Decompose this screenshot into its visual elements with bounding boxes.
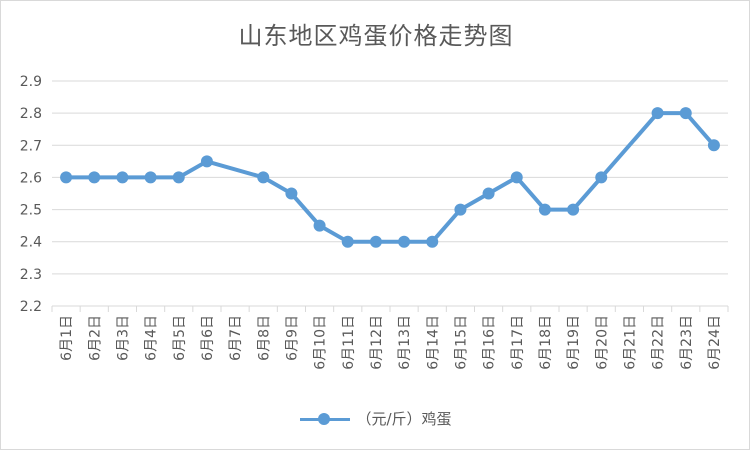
data-point	[482, 187, 495, 200]
legend: （元/斤）鸡蛋	[0, 408, 752, 429]
legend-label: （元/斤）鸡蛋	[356, 410, 452, 428]
x-tick-label: 6月11日	[341, 315, 357, 370]
y-tick-label: 2.7	[20, 138, 42, 154]
x-tick-label: 6月17日	[510, 315, 526, 370]
data-point	[369, 235, 382, 248]
data-point	[200, 155, 213, 168]
x-tick-label: 6月23日	[679, 315, 695, 370]
data-point	[454, 203, 467, 216]
data-point	[341, 235, 354, 248]
data-point	[257, 171, 270, 184]
y-tick-label: 2.3	[20, 267, 42, 283]
x-tick-label: 6月6日	[200, 315, 216, 361]
x-tick-label: 6月18日	[538, 315, 554, 370]
y-tick-label: 2.2	[20, 299, 42, 315]
x-tick-label: 6月5日	[172, 315, 188, 361]
x-tick-label: 6月21日	[622, 315, 638, 370]
y-tick-label: 2.4	[20, 235, 42, 251]
x-tick-label: 6月16日	[482, 315, 498, 370]
x-tick-label: 6月7日	[228, 315, 244, 361]
data-point	[60, 171, 73, 184]
x-tick-label: 6月10日	[313, 315, 329, 370]
data-point	[398, 235, 411, 248]
x-tick-label: 6月14日	[425, 315, 441, 370]
x-tick-label: 6月4日	[144, 315, 160, 361]
data-point	[510, 171, 523, 184]
x-tick-label: 6月13日	[397, 315, 413, 370]
chart-title: 山东地区鸡蛋价格走势图	[238, 22, 514, 50]
x-tick-label: 6月3日	[115, 315, 131, 361]
y-tick-label: 2.9	[20, 74, 42, 90]
data-point	[88, 171, 101, 184]
x-tick-label: 6月24日	[707, 315, 723, 370]
data-point	[116, 171, 129, 184]
data-point	[651, 107, 664, 120]
data-point	[285, 187, 298, 200]
x-tick-label: 6月22日	[651, 315, 667, 370]
x-tick-label: 6月15日	[453, 315, 469, 370]
legend-swatch-icon	[300, 412, 351, 426]
y-tick-label: 2.6	[20, 170, 42, 186]
data-point	[595, 171, 608, 184]
x-tick-label: 6月20日	[594, 315, 610, 370]
series-line	[64, 111, 716, 244]
y-tick-label: 2.5	[20, 203, 42, 219]
data-point	[313, 219, 326, 232]
x-tick-label: 6月2日	[87, 315, 103, 361]
data-point	[679, 107, 692, 120]
data-point	[426, 235, 439, 248]
x-tick-label: 6月8日	[256, 315, 272, 361]
data-point	[144, 171, 157, 184]
data-point	[538, 203, 551, 216]
data-point	[567, 203, 580, 216]
x-tick-label: 6月12日	[369, 315, 385, 370]
data-point	[172, 171, 185, 184]
x-tick-label: 6月1日	[59, 315, 75, 361]
x-tick-label: 6月9日	[284, 315, 300, 361]
x-tick-label: 6月19日	[566, 315, 582, 370]
y-tick-label: 2.8	[20, 106, 42, 122]
data-point	[707, 139, 720, 152]
